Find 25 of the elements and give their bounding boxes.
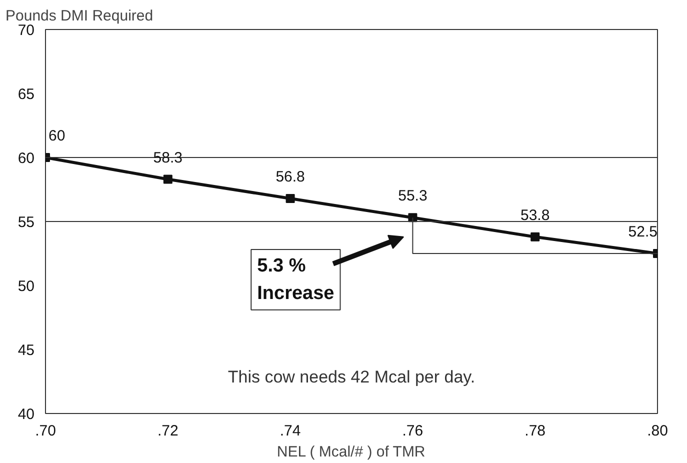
x-tick-label: .70 [35,422,56,440]
annotation: This cow needs 42 Mcal per day. [228,368,476,387]
data-label: 56.8 [276,168,305,186]
y-tick-label: 45 [18,342,35,359]
y-tick-label: 60 [18,150,35,167]
y-tick-label: 40 [18,406,35,423]
y-tick-label: 70 [18,22,35,39]
data-label: 53.8 [520,206,550,224]
y-axis-title: Pounds DMI Required [6,8,154,24]
point [163,174,172,184]
point [286,194,295,203]
data-label: 60 [48,128,66,144]
y-tick-label: 50 [18,278,35,295]
x-tick-label: .80 [647,422,668,440]
x-tick-label: .74 [280,422,301,440]
x-tick-label: .72 [157,422,178,440]
point [530,232,540,242]
data-label: 55.3 [398,188,428,205]
y-tick-label: 55 [18,214,35,231]
x-tick-label: .78 [524,422,546,440]
annotation: 5.3 % Increase [257,256,334,304]
x-axis-title: NEL ( Mcal/# ) of TMR [276,444,426,460]
y-tick-label: 65 [18,86,35,103]
data-label: 52.5 [628,224,658,240]
x-tick-label: .76 [402,422,424,440]
